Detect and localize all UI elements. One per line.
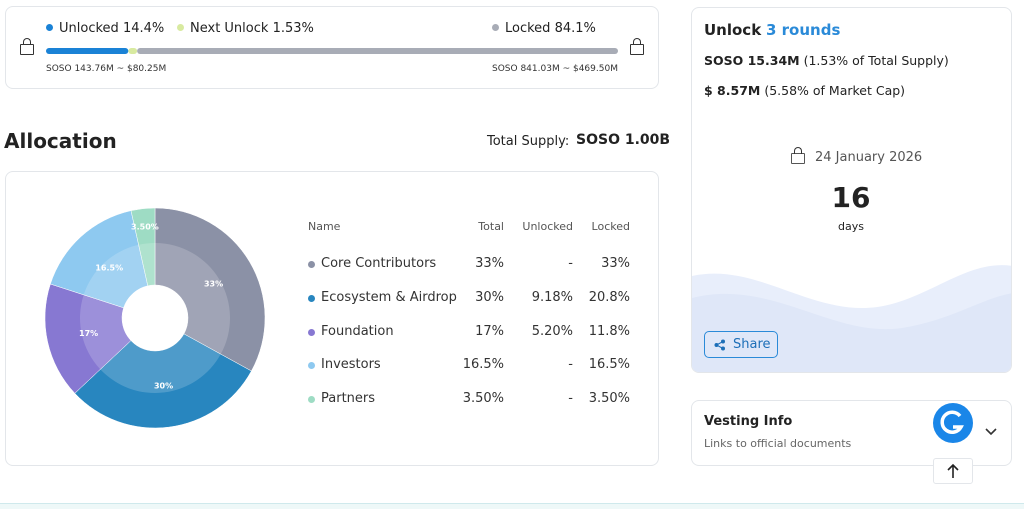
- progress-segment: [46, 48, 129, 54]
- bottom-bar: [0, 503, 1024, 509]
- wave: [692, 293, 1011, 372]
- lock-icon: [630, 38, 644, 55]
- legend-unlocked: Unlocked 14.4%: [46, 21, 164, 36]
- share-icon: [714, 339, 725, 351]
- pie-slice: [154, 207, 266, 372]
- table-cell: 16.5%: [588, 357, 630, 373]
- table-cell: -: [568, 357, 573, 373]
- progress-segment: [128, 48, 138, 54]
- pie-slice: [130, 207, 156, 287]
- table-cell: 16.5%: [462, 357, 504, 373]
- table-cell: Partners: [321, 391, 376, 407]
- progress-card: [5, 6, 659, 89]
- table-cell: 20.8%: [588, 289, 630, 305]
- unlocked-amount: SOSO 143.76M ~ $80.25M: [46, 64, 167, 74]
- table-cell: 30%: [475, 289, 504, 305]
- table-header: Name: [308, 220, 341, 233]
- supply-note: (1.53% of Total Supply): [803, 53, 949, 68]
- share-button[interactable]: Share: [704, 331, 778, 358]
- legend-dot: [308, 328, 315, 336]
- vesting-title: Vesting Info: [704, 414, 793, 429]
- slice-highlight: [100, 333, 221, 393]
- table-cell: Foundation: [321, 323, 394, 339]
- table-cell: 33%: [601, 256, 630, 271]
- table-header: Locked: [591, 220, 630, 233]
- days-count: 16: [831, 181, 871, 214]
- legend-dot: [46, 24, 53, 31]
- legend-name: Locked: [505, 21, 551, 36]
- days-label: days: [838, 220, 864, 233]
- progress-segment: [137, 48, 618, 54]
- pie-slice: [74, 333, 252, 429]
- total-supply-value: SOSO 1.00B: [576, 132, 671, 148]
- table-cell: 3.50%: [588, 391, 630, 407]
- legend-locked: Locked 84.1%: [492, 21, 596, 36]
- legend-dot: [492, 24, 499, 31]
- allocation-title: Allocation: [4, 129, 117, 153]
- table-cell: 5.20%: [531, 323, 573, 339]
- unlock-card: [691, 7, 1012, 373]
- floating-logo-button[interactable]: [932, 402, 974, 444]
- legend-name: Unlocked: [59, 21, 119, 36]
- legend-name: Next Unlock: [190, 21, 269, 36]
- slice-label: 3.50%: [131, 223, 159, 232]
- slice-label: 30%: [154, 381, 173, 390]
- legend-dot: [177, 24, 184, 31]
- slice-highlight: [155, 243, 231, 355]
- table-cell: Ecosystem & Airdrop: [321, 289, 457, 305]
- slice-label: 33%: [204, 279, 223, 288]
- table-cell: -: [568, 391, 573, 407]
- allocation-table: Name Total Unlocked Locked Core Contributors…: [308, 220, 638, 420]
- chevron-down[interactable]: [984, 427, 998, 437]
- table-cell: 17%: [475, 323, 504, 339]
- supply-amount: SOSO 15.34M: [704, 53, 800, 68]
- unlock-date: 24 January 2026: [815, 150, 923, 165]
- slice-highlight: [138, 243, 155, 286]
- scroll-top-button[interactable]: [933, 458, 973, 484]
- locked-amount: SOSO 841.03M ~ $469.50M: [492, 64, 618, 74]
- wave-background: [692, 265, 1011, 372]
- pie-slice: [50, 210, 149, 309]
- cap-amount: $ 8.57M: [704, 83, 761, 98]
- pie-chart: 33% 30% 17% 16.5% 3.50%: [44, 207, 266, 429]
- legend-dot: [308, 362, 315, 370]
- slice-highlight: [80, 294, 131, 370]
- legend-value: 84.1%: [554, 21, 596, 36]
- table-header: Total: [478, 220, 504, 233]
- table-header: Unlocked: [522, 220, 573, 233]
- vesting-subtitle: Links to official documents: [704, 437, 852, 450]
- table-cell: 11.8%: [588, 323, 630, 339]
- lock-icon: [20, 38, 34, 55]
- cap-note: (5.58% of Market Cap): [764, 83, 906, 98]
- table-cell: 9.18%: [531, 289, 573, 305]
- legend-dot: [308, 294, 315, 302]
- lock-icon: [791, 147, 805, 164]
- table-cell: 3.50%: [462, 391, 504, 407]
- table-cell: Core Contributors: [321, 256, 437, 271]
- progress-bar: [46, 48, 618, 54]
- table-cell: Investors: [321, 357, 381, 373]
- share-label[interactable]: Share: [733, 337, 771, 352]
- slice-label: 16.5%: [95, 264, 123, 273]
- legend-dot: [308, 261, 315, 268]
- pie-slice: [44, 283, 132, 394]
- legend-value: 14.4%: [122, 21, 165, 36]
- slice-label: 17%: [79, 329, 98, 338]
- total-supply-label: Total Supply:: [487, 134, 570, 149]
- arrow-up: [947, 463, 959, 478]
- table-cell: 33%: [475, 256, 504, 271]
- unlock-title: Unlock: [704, 21, 762, 39]
- table-cell: -: [568, 256, 573, 271]
- legend-next: Next Unlock 1.53%: [177, 21, 314, 36]
- legend-dot: [308, 396, 315, 404]
- slice-highlight: [83, 244, 148, 308]
- unlock-rounds: 3 rounds: [766, 21, 841, 39]
- legend-value: 1.53%: [272, 21, 314, 36]
